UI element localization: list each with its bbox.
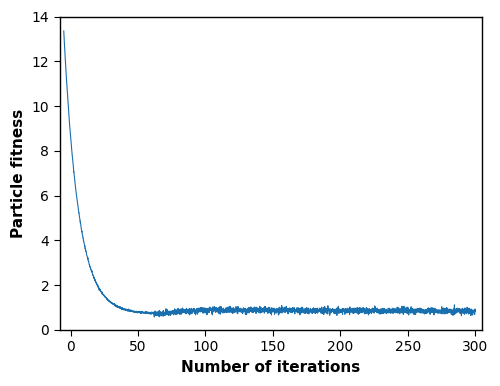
X-axis label: Number of iterations: Number of iterations bbox=[181, 360, 360, 375]
Y-axis label: Particle fitness: Particle fitness bbox=[11, 108, 26, 238]
